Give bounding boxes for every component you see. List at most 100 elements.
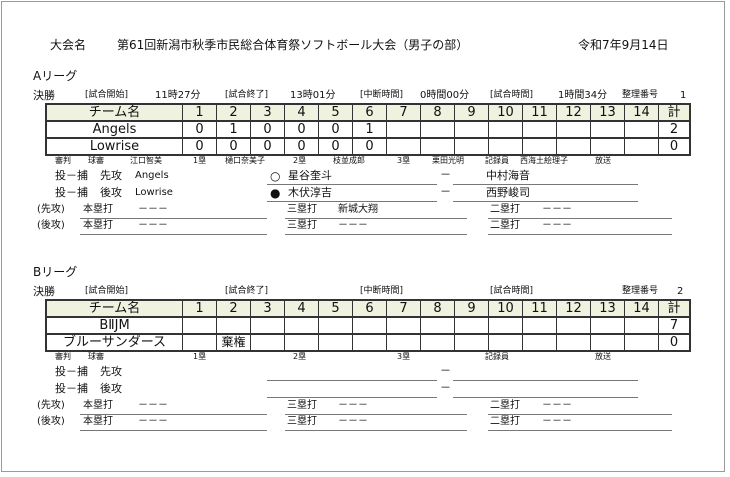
team-name-cell: Lowrise: [45, 137, 183, 156]
underline: [285, 218, 467, 219]
triple-value: －－－: [338, 400, 368, 411]
inning-cell: [488, 316, 523, 335]
column-header: 計: [658, 299, 691, 318]
underline: [80, 234, 267, 235]
catcher-name: 中村海音: [486, 169, 530, 182]
inning-cell: [522, 316, 557, 335]
ref-number-value: 2: [677, 286, 684, 297]
inning-cell: [488, 333, 523, 352]
inning-cell: [556, 316, 591, 335]
inning-cell: [488, 120, 523, 139]
total-cell: 0: [658, 333, 691, 352]
triple-value: 新城大翔: [338, 204, 378, 215]
inning-cell: [216, 316, 251, 335]
batting-side-label: (先攻): [37, 204, 65, 215]
inning-cell: [624, 333, 659, 352]
catcher-underline: [453, 397, 638, 398]
pitcher-underline: [267, 201, 437, 202]
tournament-date: 令和7年9月14日: [578, 38, 669, 52]
column-header: 10: [488, 299, 523, 318]
underline: [285, 430, 467, 431]
ref-number-label: 整理番号: [622, 90, 659, 100]
column-header: 7: [386, 299, 421, 318]
underline: [80, 218, 267, 219]
inning-cell: 0: [318, 120, 353, 139]
loss-mark-icon: ●: [270, 186, 281, 200]
inning-cell: 0: [182, 137, 217, 156]
duration-label: [試合時間]: [490, 90, 534, 100]
double-value: －－－: [542, 400, 572, 411]
underline: [80, 430, 267, 431]
batting-order-label: 先攻: [100, 365, 122, 378]
underline: [488, 414, 672, 415]
column-header: 6: [352, 299, 387, 318]
battery-label: 投－捕: [55, 382, 88, 395]
total-cell: 7: [658, 316, 691, 335]
home-run-value: －－－: [138, 220, 168, 231]
inning-cell: [250, 333, 285, 352]
official-second: 2塁: [293, 352, 307, 361]
inning-cell: [318, 333, 353, 352]
home-run-label: 本塁打: [83, 416, 113, 427]
team-row: Lowrise 0 0 0 0 0 0 0: [45, 137, 691, 156]
batting-order-label: 後攻: [100, 186, 122, 199]
official-third-name: 栗田光明: [432, 156, 464, 165]
underline: [488, 234, 672, 235]
official-plate: 球審: [88, 156, 104, 165]
batting-order-label: 後攻: [100, 382, 122, 395]
separator: －: [440, 185, 451, 198]
inning-cell: 0: [318, 137, 353, 156]
inning-cell: [420, 137, 455, 156]
column-header: 4: [284, 103, 319, 122]
inning-cell: 0: [352, 137, 387, 156]
column-header: 12: [556, 103, 591, 122]
start-time-label: [試合開始]: [85, 90, 129, 100]
inning-cell: [386, 120, 421, 139]
column-header: 6: [352, 103, 387, 122]
catcher-underline: [453, 380, 638, 381]
team-row: ブルーサンダース 棄権 0: [45, 333, 691, 352]
column-header: 12: [556, 299, 591, 318]
column-header: 9: [454, 299, 489, 318]
inning-cell: [624, 316, 659, 335]
column-header: 14: [624, 299, 659, 318]
duration-value: 1時間34分: [558, 90, 608, 101]
column-header: 5: [318, 299, 353, 318]
triple-label: 三塁打: [287, 400, 317, 411]
pause-time-value: 0時間00分: [420, 90, 470, 101]
total-cell: 2: [658, 120, 691, 139]
inning-cell: 1: [216, 120, 251, 139]
inning-cell: [590, 316, 625, 335]
column-header: 8: [420, 299, 455, 318]
scoreboard-header-row: チーム名 1 2 3 4 5 6 7 8 9 10 11 12 13 14 計: [45, 299, 691, 318]
inning-cell: [590, 137, 625, 156]
inning-cell: [318, 316, 353, 335]
inning-cell: 0: [250, 120, 285, 139]
official-scorer: 記録員: [485, 156, 509, 165]
column-header: 4: [284, 299, 319, 318]
column-header: 2: [216, 299, 251, 318]
batting-side-label: (後攻): [37, 416, 65, 427]
column-header: 14: [624, 103, 659, 122]
official-third: 3塁: [397, 352, 411, 361]
catcher-underline: [453, 201, 638, 202]
inning-cell: [556, 137, 591, 156]
official-first: 1塁: [193, 156, 207, 165]
separator: －: [440, 364, 451, 377]
column-header: 2: [216, 103, 251, 122]
inning-cell: [454, 137, 489, 156]
league-name: Bリーグ: [33, 265, 78, 279]
triple-label: 三塁打: [287, 416, 317, 427]
team-row: BⅡJM 7: [45, 316, 691, 335]
inning-cell: [556, 333, 591, 352]
underline: [285, 414, 467, 415]
triple-value: －－－: [338, 220, 368, 231]
inning-cell: [386, 316, 421, 335]
pitcher-name: 星谷奎斗: [288, 169, 332, 182]
page-border: [1, 1, 725, 472]
column-header: 3: [250, 299, 285, 318]
battery-team: Angels: [135, 170, 169, 181]
end-time-label: [試合終了]: [225, 90, 269, 100]
column-header: 11: [522, 299, 557, 318]
